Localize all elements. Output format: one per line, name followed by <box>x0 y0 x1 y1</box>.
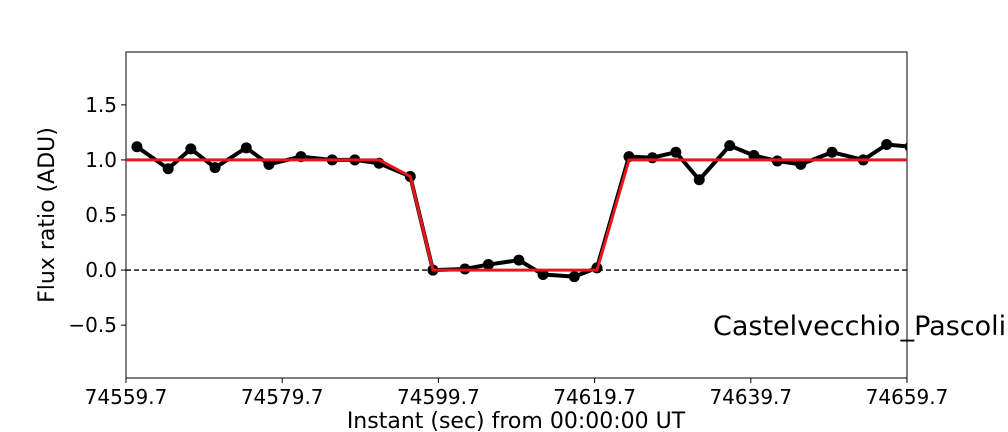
x-tick-label: 74579.7 <box>241 385 324 409</box>
plot-area <box>126 139 907 283</box>
data-point <box>646 152 658 164</box>
data-point <box>482 259 494 271</box>
data-point <box>568 271 580 283</box>
annotation: Castelvecchio_Pascoli <box>713 311 1006 342</box>
y-tick-label: 0.5 <box>85 203 117 227</box>
series-line <box>126 158 907 272</box>
y-axis-label: Flux ratio (ADU) <box>35 127 60 303</box>
data-point <box>693 174 705 186</box>
x-tick-label: 74559.7 <box>85 385 168 409</box>
data-point <box>185 143 197 155</box>
y-tick-label: 1.5 <box>85 93 117 117</box>
data-point <box>513 254 525 266</box>
data-point <box>670 146 682 158</box>
data-point <box>240 142 252 154</box>
x-tick-label: 74599.7 <box>397 385 480 409</box>
x-tick-label: 74619.7 <box>553 385 636 409</box>
data-point <box>904 142 907 152</box>
data-point <box>881 139 893 151</box>
series-line <box>135 142 907 279</box>
y-tick-label: −0.5 <box>68 313 117 337</box>
data-point <box>537 268 549 280</box>
data-point <box>131 141 143 153</box>
data-point <box>162 163 174 175</box>
x-tick-label: 74639.7 <box>709 385 792 409</box>
x-tick-label: 74659.7 <box>866 385 949 409</box>
x-axis-label: Instant (sec) from 00:00:00 UT <box>347 409 686 432</box>
y-tick-label: 1.0 <box>85 148 117 172</box>
data-point <box>209 162 221 174</box>
data-point <box>748 150 760 162</box>
data-point <box>724 140 736 152</box>
data-point <box>795 158 807 170</box>
data-point <box>263 158 275 170</box>
y-tick-label: 0.0 <box>85 258 117 282</box>
data-point <box>826 146 838 158</box>
